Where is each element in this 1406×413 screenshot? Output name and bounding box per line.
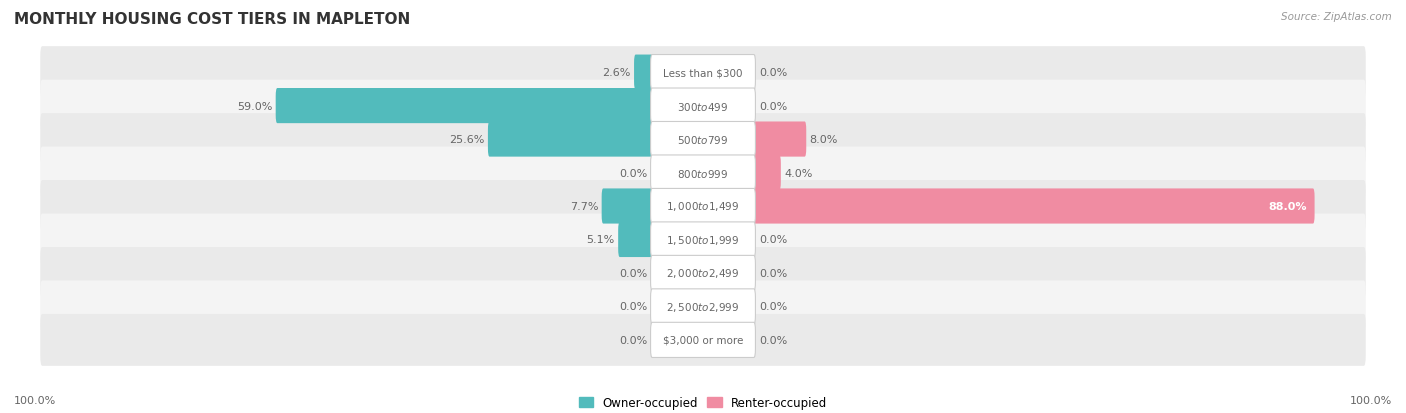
FancyBboxPatch shape <box>276 89 654 124</box>
FancyBboxPatch shape <box>651 256 755 291</box>
FancyBboxPatch shape <box>752 189 1315 224</box>
Text: 5.1%: 5.1% <box>586 235 614 245</box>
FancyBboxPatch shape <box>41 114 1365 166</box>
Text: 88.0%: 88.0% <box>1268 202 1306 211</box>
Text: $1,000 to $1,499: $1,000 to $1,499 <box>666 200 740 213</box>
Text: 0.0%: 0.0% <box>619 168 647 178</box>
Text: Less than $300: Less than $300 <box>664 68 742 78</box>
Text: 2.6%: 2.6% <box>602 68 630 78</box>
FancyBboxPatch shape <box>651 89 755 124</box>
FancyBboxPatch shape <box>651 323 755 358</box>
Text: 100.0%: 100.0% <box>14 395 56 405</box>
Text: 0.0%: 0.0% <box>619 268 647 278</box>
FancyBboxPatch shape <box>41 147 1365 199</box>
Legend: Owner-occupied, Renter-occupied: Owner-occupied, Renter-occupied <box>574 392 832 413</box>
Text: 0.0%: 0.0% <box>759 301 787 312</box>
Text: 0.0%: 0.0% <box>759 235 787 245</box>
Text: 0.0%: 0.0% <box>619 335 647 345</box>
Text: 7.7%: 7.7% <box>569 202 598 211</box>
Text: $300 to $499: $300 to $499 <box>678 100 728 112</box>
Text: 59.0%: 59.0% <box>236 101 273 112</box>
FancyBboxPatch shape <box>651 289 755 324</box>
FancyBboxPatch shape <box>651 122 755 157</box>
Text: $500 to $799: $500 to $799 <box>678 134 728 146</box>
Text: 4.0%: 4.0% <box>785 168 813 178</box>
FancyBboxPatch shape <box>41 81 1365 132</box>
Text: $3,000 or more: $3,000 or more <box>662 335 744 345</box>
Text: 8.0%: 8.0% <box>810 135 838 145</box>
FancyBboxPatch shape <box>41 180 1365 233</box>
Text: 0.0%: 0.0% <box>619 301 647 312</box>
FancyBboxPatch shape <box>41 281 1365 332</box>
FancyBboxPatch shape <box>651 55 755 90</box>
Text: MONTHLY HOUSING COST TIERS IN MAPLETON: MONTHLY HOUSING COST TIERS IN MAPLETON <box>14 12 411 27</box>
Text: $2,000 to $2,499: $2,000 to $2,499 <box>666 267 740 280</box>
FancyBboxPatch shape <box>752 156 780 191</box>
FancyBboxPatch shape <box>651 189 755 224</box>
Text: 0.0%: 0.0% <box>759 335 787 345</box>
Text: $2,500 to $2,999: $2,500 to $2,999 <box>666 300 740 313</box>
FancyBboxPatch shape <box>41 247 1365 299</box>
FancyBboxPatch shape <box>651 156 755 191</box>
FancyBboxPatch shape <box>41 47 1365 99</box>
FancyBboxPatch shape <box>41 214 1365 266</box>
Text: 100.0%: 100.0% <box>1350 395 1392 405</box>
Text: Source: ZipAtlas.com: Source: ZipAtlas.com <box>1281 12 1392 22</box>
FancyBboxPatch shape <box>619 222 654 257</box>
FancyBboxPatch shape <box>752 122 806 157</box>
Text: $1,500 to $1,999: $1,500 to $1,999 <box>666 233 740 247</box>
Text: 0.0%: 0.0% <box>759 68 787 78</box>
FancyBboxPatch shape <box>488 122 654 157</box>
Text: $800 to $999: $800 to $999 <box>678 167 728 179</box>
FancyBboxPatch shape <box>651 222 755 257</box>
FancyBboxPatch shape <box>602 189 654 224</box>
FancyBboxPatch shape <box>634 55 654 90</box>
Text: 0.0%: 0.0% <box>759 268 787 278</box>
Text: 0.0%: 0.0% <box>759 101 787 112</box>
FancyBboxPatch shape <box>41 314 1365 366</box>
Text: 25.6%: 25.6% <box>449 135 485 145</box>
